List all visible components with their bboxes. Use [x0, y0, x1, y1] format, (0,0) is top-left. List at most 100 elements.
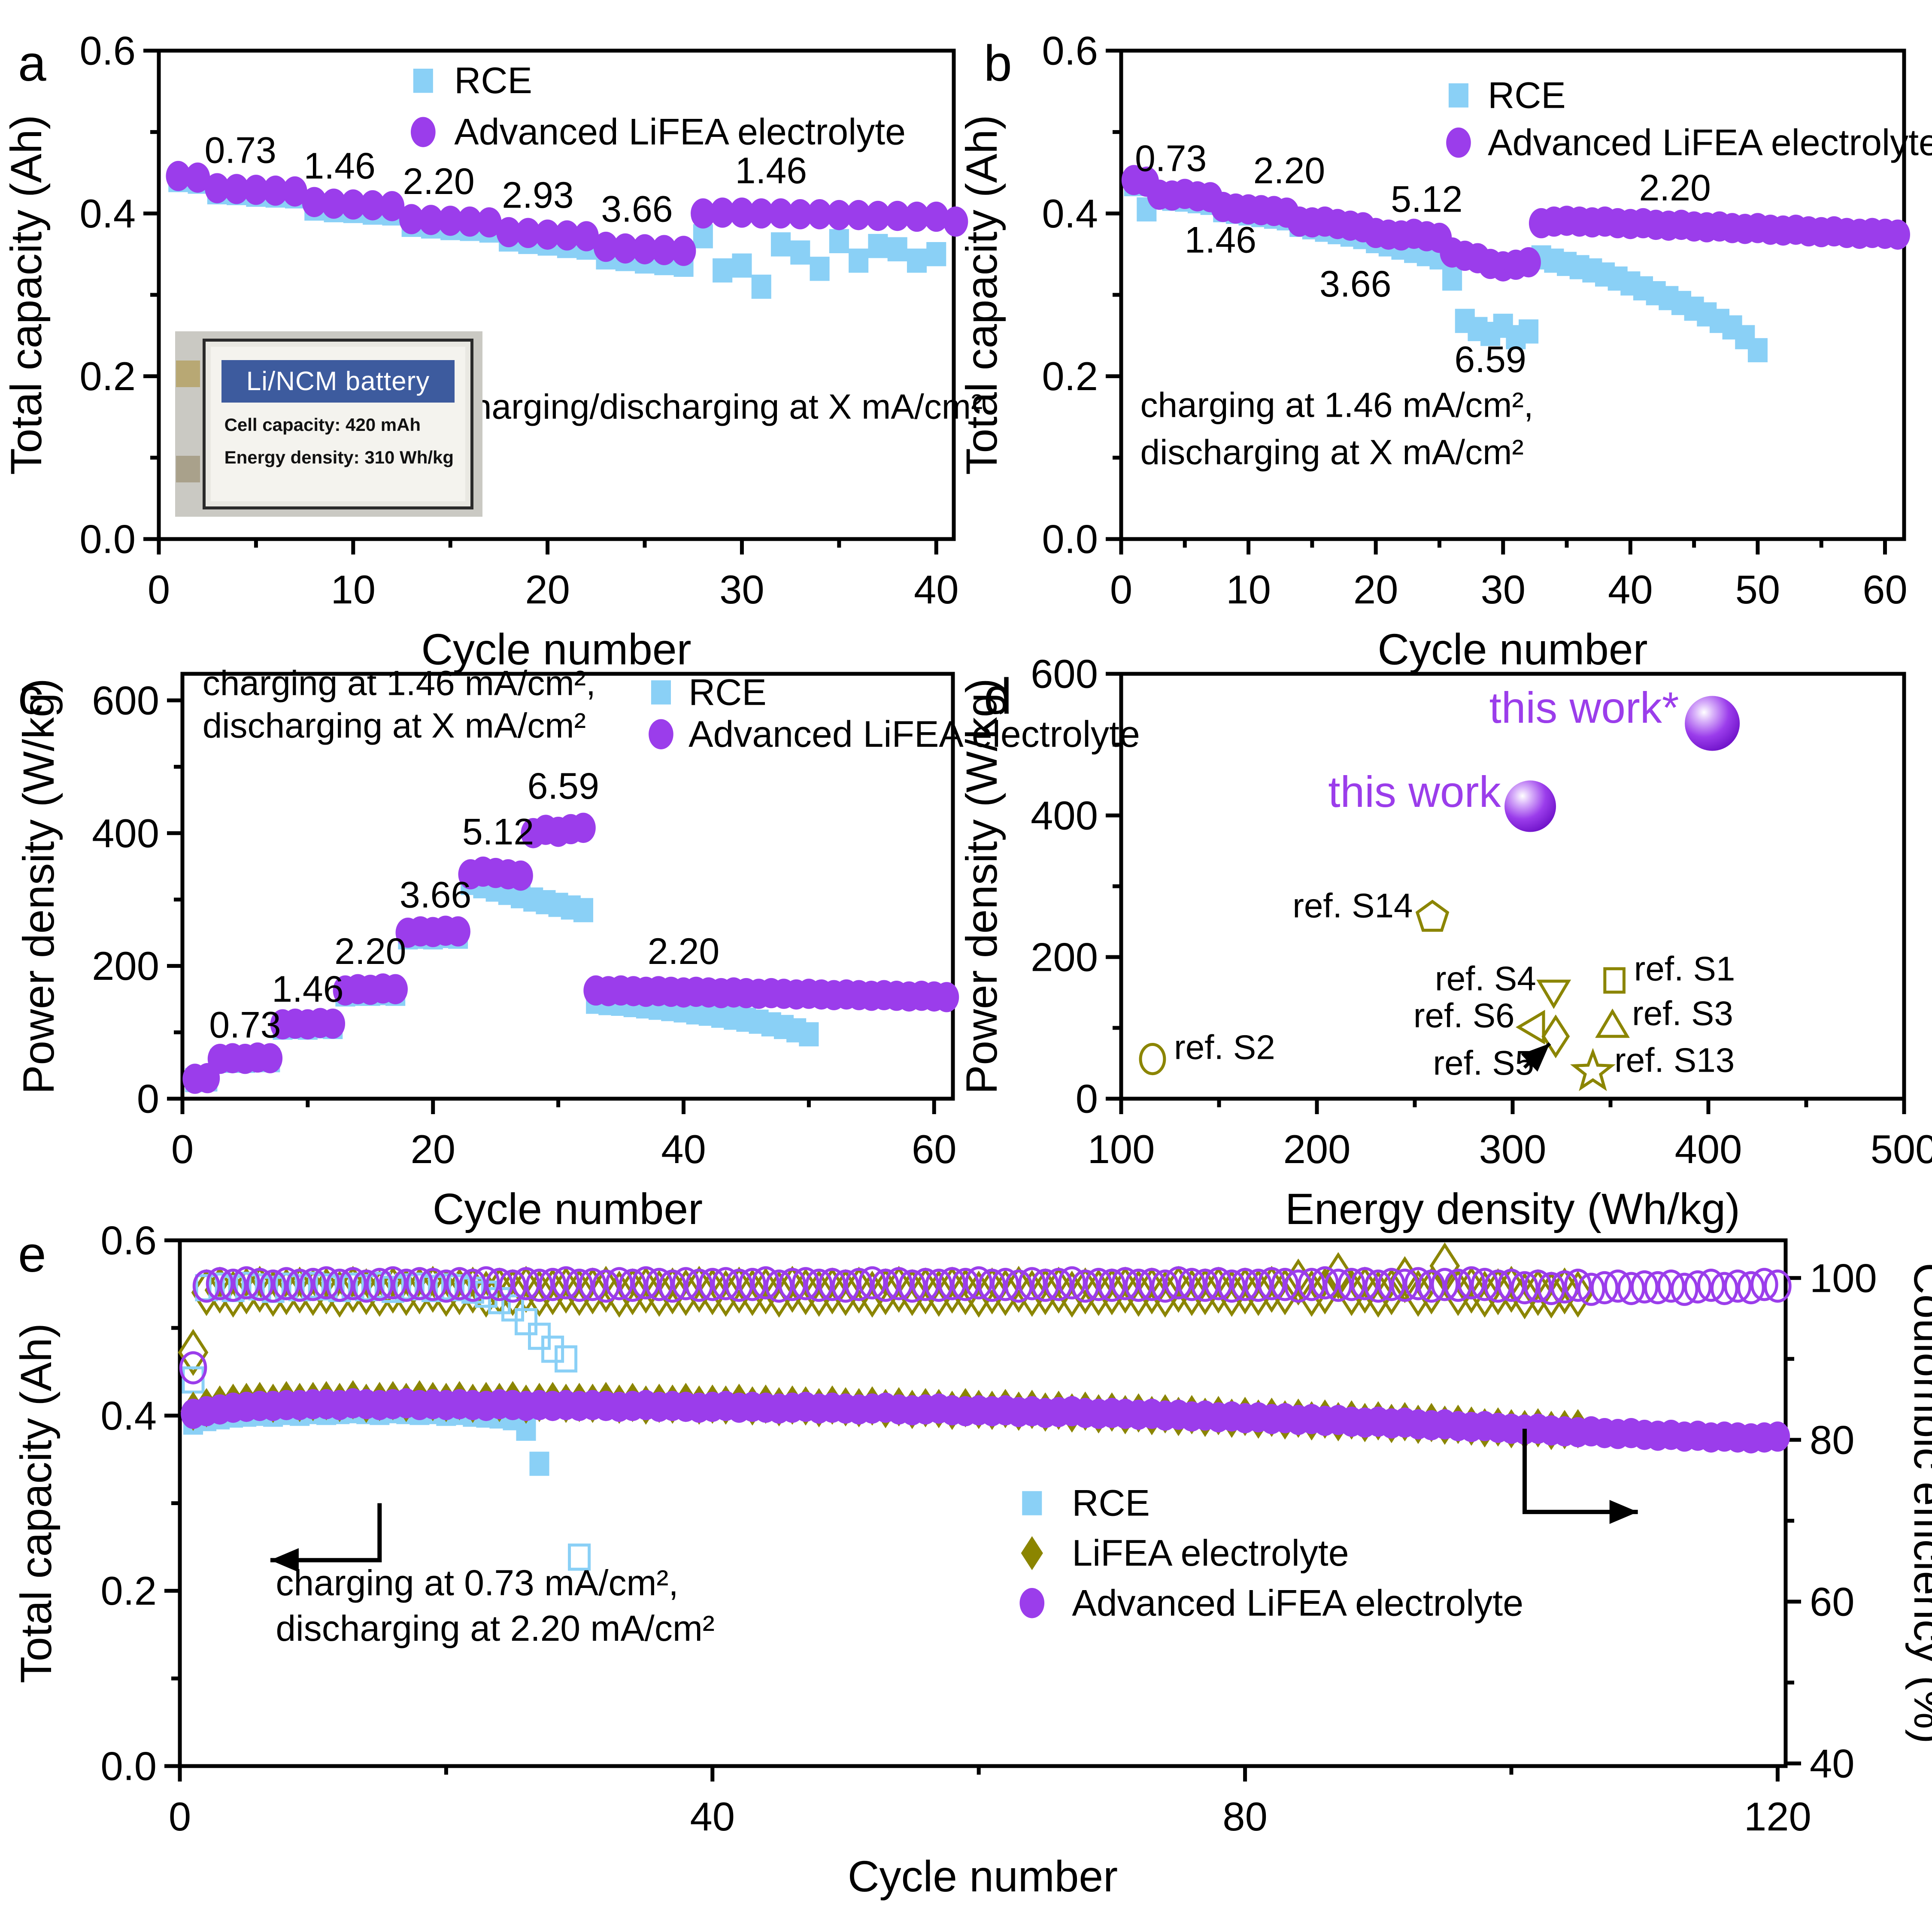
data-point — [1165, 1266, 1192, 1300]
data-point — [1595, 1008, 1630, 1038]
data-point — [1058, 1266, 1086, 1300]
legend-marker — [1448, 83, 1468, 108]
data-point — [1031, 1269, 1059, 1302]
series-b-advanced-lifea-electrolyte — [1121, 165, 1910, 282]
data-point — [1311, 1266, 1339, 1300]
annotation-text: 1.46 — [735, 150, 807, 191]
data-point — [1296, 1270, 1327, 1317]
data-point — [1151, 1269, 1179, 1303]
data-point — [1137, 1267, 1167, 1315]
annotation-text: 3.66 — [400, 875, 471, 916]
y-tick-label: 0.2 — [1042, 354, 1098, 399]
data-point — [671, 236, 696, 266]
data-point — [1163, 1266, 1194, 1313]
data-point — [259, 1269, 287, 1303]
data-point — [1562, 1270, 1593, 1318]
data-point — [555, 1345, 578, 1373]
data-point — [573, 898, 594, 922]
data-point — [1416, 1267, 1447, 1315]
legend-a: RCE Advanced LiFEA electrolyte — [411, 60, 906, 153]
annotation-text: 2.93 — [502, 175, 573, 216]
data-point — [461, 1276, 484, 1304]
data-point — [219, 1269, 247, 1302]
data-point — [379, 1266, 407, 1300]
legend-marker — [1446, 127, 1471, 158]
data-point — [1471, 1268, 1499, 1301]
data-point — [1377, 1268, 1406, 1301]
battery-capacity-text: Cell capacity: 420 mAh — [224, 415, 421, 435]
data-point — [1456, 1267, 1487, 1314]
annotation-text: charging at 1.46 mA/cm², — [203, 664, 596, 703]
data-point — [1519, 319, 1539, 344]
data-point — [419, 205, 443, 235]
data-point — [1177, 1269, 1207, 1316]
data-point — [1203, 1267, 1234, 1314]
data-point — [831, 1269, 860, 1303]
data-point — [1231, 1268, 1259, 1301]
y-tick-label: 0 — [1076, 1076, 1098, 1121]
x-tick-label: 40 — [1608, 567, 1653, 612]
data-point — [179, 1351, 207, 1385]
data-point — [1363, 1270, 1394, 1318]
data-point — [737, 1269, 768, 1316]
data-point — [579, 1268, 607, 1301]
data-point — [1043, 1267, 1074, 1314]
data-point — [551, 1267, 581, 1314]
data-point — [524, 1270, 555, 1317]
data-point — [1469, 1270, 1500, 1318]
data-point — [644, 1270, 675, 1317]
data-point — [1724, 1269, 1752, 1303]
legend-marker — [413, 69, 433, 93]
x-tick-label: 20 — [410, 1127, 455, 1172]
data-point — [632, 234, 657, 264]
y-tick-label: 0.6 — [100, 1218, 157, 1263]
data-point — [459, 1269, 487, 1302]
data-point — [476, 207, 502, 238]
x-tick-label: 80 — [1222, 1794, 1268, 1839]
series-a-advanced-lifea-electrolyte — [166, 161, 968, 266]
battery-tab-icon — [176, 456, 200, 482]
data-point — [934, 982, 959, 1012]
data-point — [1243, 1269, 1274, 1316]
data-point — [1670, 1273, 1698, 1306]
annotation-text: 6.59 — [1454, 339, 1526, 380]
data-point — [1685, 696, 1740, 751]
data-point — [1004, 1269, 1033, 1303]
data-point — [392, 1269, 420, 1302]
series-d-this-work- — [1685, 696, 1740, 751]
data-point — [1603, 967, 1626, 994]
data-point — [818, 1268, 846, 1301]
data-point — [537, 1268, 568, 1315]
data-point — [1510, 1271, 1539, 1305]
legend-marker — [649, 719, 673, 749]
data-point — [1351, 1267, 1379, 1300]
data-point — [871, 1269, 900, 1302]
data-point — [1737, 1271, 1765, 1305]
data-point — [712, 1267, 740, 1300]
data-point — [750, 1267, 781, 1315]
data-point — [849, 248, 869, 273]
data-point — [1270, 1268, 1301, 1315]
data-point — [1497, 1269, 1526, 1302]
x-tick-label: 0 — [169, 1794, 191, 1839]
x-tick-label: 40 — [690, 1794, 735, 1839]
series-d-ref-s14 — [1415, 900, 1450, 932]
data-point — [497, 1269, 528, 1316]
x-tick-label: 100 — [1088, 1127, 1155, 1172]
data-point — [577, 1267, 608, 1315]
plot-frame-c — [180, 672, 955, 1101]
data-point — [827, 200, 852, 230]
annotation-text: 0.73 — [1135, 138, 1207, 179]
y2-tick-label: 100 — [1810, 1255, 1877, 1300]
data-point — [243, 175, 269, 205]
annotation-text: ref. S4 — [1435, 960, 1536, 998]
data-point — [870, 1268, 901, 1315]
data-point — [1324, 1269, 1353, 1302]
data-point — [1138, 1268, 1166, 1301]
data-point — [1030, 1268, 1061, 1315]
data-point — [817, 1267, 848, 1315]
y-tick-label: 0.6 — [79, 28, 136, 73]
data-point — [1045, 1268, 1073, 1301]
data-point — [978, 1269, 1006, 1302]
data-point — [732, 253, 752, 278]
